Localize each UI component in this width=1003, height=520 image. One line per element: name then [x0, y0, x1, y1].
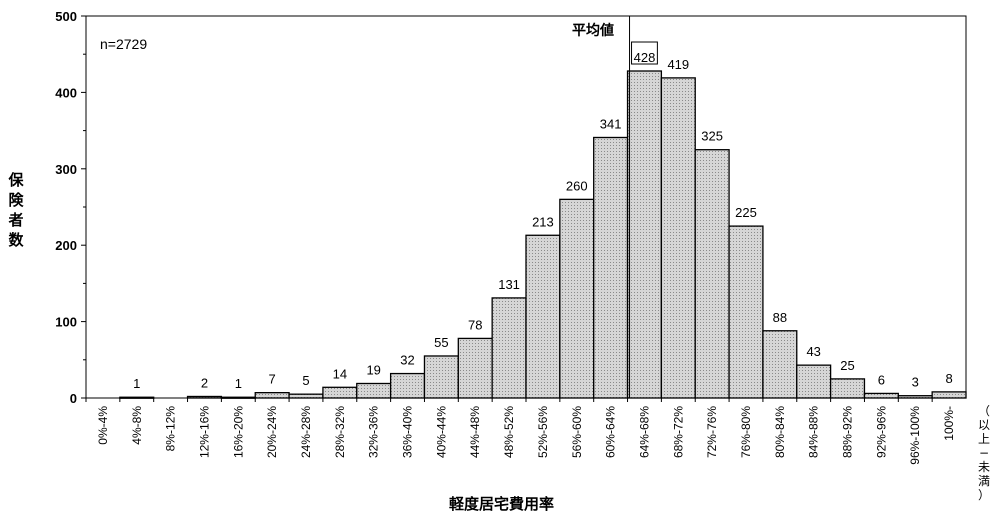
bar-value-label: 325 [701, 129, 723, 144]
range-note-char: 満 [977, 474, 990, 488]
x-category-label: 96%-100% [908, 406, 922, 465]
bar-value-label: 55 [434, 335, 448, 350]
bar-100%- [931, 391, 967, 399]
bar-56%-60% [559, 198, 595, 399]
mean-value-box [631, 41, 658, 65]
x-category-label: 88%-92% [841, 406, 855, 458]
x-category-label: 64%-68% [637, 406, 651, 458]
sample-size-label: n=2729 [100, 36, 148, 52]
bar-68%-72% [660, 77, 696, 399]
x-category-label: 28%-32% [333, 406, 347, 458]
x-category-label: 20%-24% [265, 406, 279, 458]
bar-88%-92% [829, 378, 866, 399]
bar-32%-36% [356, 382, 392, 399]
x-category-label: 92%-96% [874, 406, 888, 458]
bar-value-label: 3 [912, 375, 919, 390]
y-tick-label: 100 [55, 315, 77, 330]
x-category-labels: 0%-4% 4%-8% 8%-12% 12%-16% 16%-20% 20%-24% 24%… [85, 398, 956, 465]
x-category-label: 76%-80% [739, 406, 753, 458]
bar-value-label: 32 [400, 353, 414, 368]
x-category-label: 84%-88% [807, 406, 821, 458]
range-note: （以上 − 未満） [974, 404, 994, 502]
range-note-char: 上 [977, 432, 990, 446]
bar-value-label: 341 [600, 116, 622, 131]
x-category-label: 48%-52% [502, 406, 516, 458]
bar-52%-56% [525, 234, 561, 399]
bar-value-label: 225 [735, 205, 757, 220]
bar-76%-80% [728, 225, 764, 399]
bar-value-label: 7 [269, 372, 276, 387]
bar-value-label: 2 [201, 375, 208, 390]
bar-72%-76% [694, 149, 730, 399]
bar-36%-40% [389, 372, 426, 399]
bar-44%-48% [457, 337, 493, 399]
x-category-label: 44%-48% [468, 406, 482, 458]
y-tick-label: 200 [55, 238, 77, 253]
bar-value-label: 6 [878, 372, 885, 387]
range-note-char: ） [977, 488, 990, 502]
bar-value-label: 260 [566, 178, 588, 193]
x-category-label: 72%-76% [705, 406, 719, 458]
bar-value-label: 5 [302, 373, 309, 388]
bar-84%-88% [796, 364, 832, 399]
bar-20%-24% [254, 392, 290, 399]
x-category-label: 68%-72% [671, 406, 685, 458]
bar-value-label: 428 [634, 50, 656, 65]
y-tick-label: 500 [55, 9, 77, 24]
y-tick-label: 400 [55, 85, 77, 100]
bar-40%-44% [423, 355, 459, 399]
x-axis-title: 軽度居宅費用率 [448, 495, 554, 513]
x-category-label: 80%-84% [773, 406, 787, 458]
x-category-label: 36%-40% [401, 406, 415, 458]
bar-92%-96% [863, 392, 899, 399]
bar-80%-84% [762, 330, 798, 399]
y-axis-title-char: 保 [8, 171, 24, 189]
range-note-char: 以 [977, 418, 990, 432]
x-category-label: 24%-28% [299, 406, 313, 458]
x-category-label: 40%-44% [434, 406, 448, 458]
bar-value-label: 1 [133, 376, 140, 391]
plot-frame [85, 15, 967, 399]
bar-value-label: 1 [235, 376, 242, 391]
y-tick-label: 0 [70, 391, 77, 406]
x-category-label: 0%-4% [96, 406, 110, 445]
x-category-label: 16%-20% [231, 406, 245, 458]
y-axis-title-char: 者 [8, 211, 24, 229]
bar-value-label: 8 [945, 371, 952, 386]
bar-value-label: 14 [333, 366, 347, 381]
bar-value-label: 213 [532, 214, 554, 229]
bar-value-label: 19 [366, 362, 380, 377]
x-category-label: 8%-12% [164, 406, 178, 452]
x-category-label: 4%-8% [130, 406, 144, 445]
x-category-label: 100%- [942, 406, 956, 441]
bar-value-label: 43 [806, 344, 820, 359]
x-category-label: 12%-16% [197, 406, 211, 458]
x-category-label: 32%-36% [367, 406, 381, 458]
x-category-label: 60%-64% [604, 406, 618, 458]
bar-value-label: 25 [840, 358, 854, 373]
x-category-label: 56%-60% [570, 406, 584, 458]
y-axis-title-char: 数 [8, 231, 24, 249]
bar-48%-52% [491, 297, 527, 399]
range-note-char: − [978, 446, 990, 460]
bar-60%-64% [593, 136, 629, 399]
x-category-label: 52%-56% [536, 406, 550, 458]
y-axis-title: 保険者数 [6, 170, 26, 250]
bars-group [119, 70, 967, 399]
bar-value-label: 419 [667, 57, 689, 72]
bar-value-label: 88 [773, 310, 787, 325]
y-tick-labels: 0 100 200 300 400 500 [55, 9, 86, 406]
mean-label: 平均値 [572, 23, 614, 39]
bar-value-label: 131 [498, 277, 520, 292]
range-note-char: （ [977, 404, 990, 418]
range-note-char: 未 [977, 460, 990, 474]
bar-28%-32% [322, 386, 358, 399]
bar-value-label: 78 [468, 317, 482, 332]
bar-24%-28% [288, 393, 324, 399]
y-tick-label: 300 [55, 162, 77, 177]
bar-64%-68% [626, 70, 663, 399]
y-axis-title-char: 険 [8, 191, 24, 209]
